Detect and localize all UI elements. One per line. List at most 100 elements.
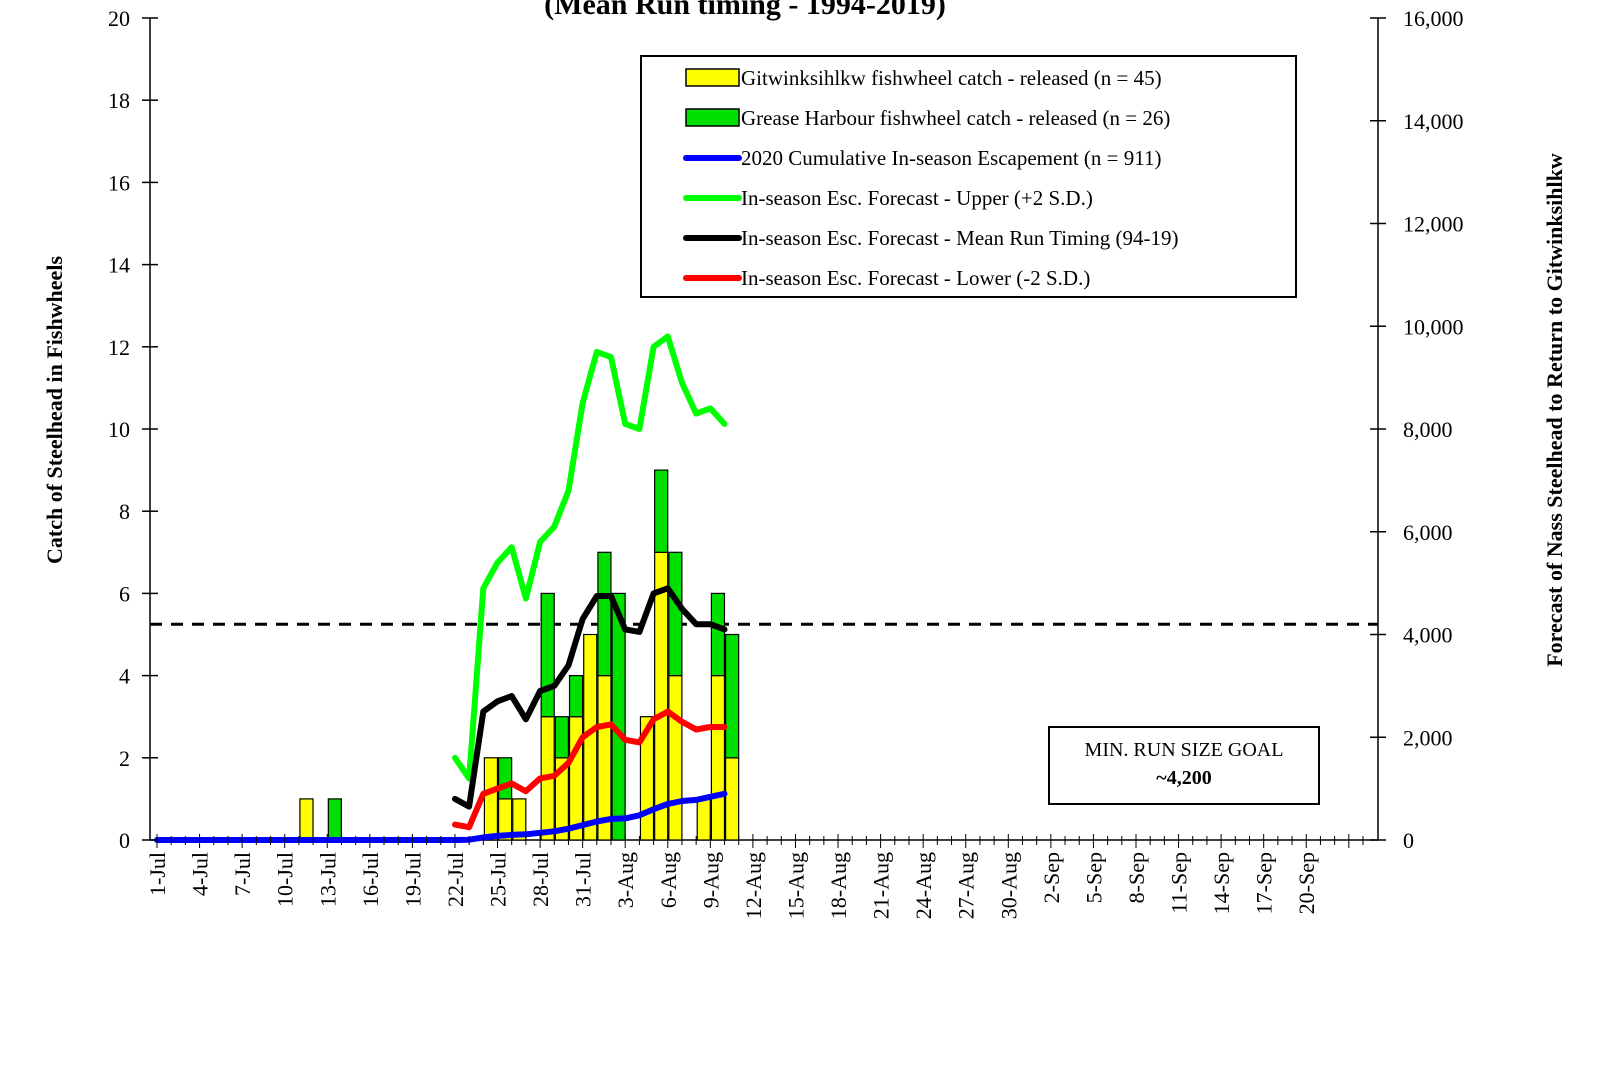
legend-item: 2020 Cumulative In-season Escapement (n … (683, 146, 1161, 170)
x-axis-ticks: 1-Jul 4-Jul 7-Jul 10-Jul 13-Jul 16-Jul 19-Jul 2… (145, 834, 1364, 919)
right-tick-label: 0 (1403, 828, 1414, 853)
left-tick-label: 6 (119, 581, 130, 606)
right-tick-label: 6,000 (1403, 520, 1453, 545)
chart-title: (Mean Run timing - 1994-2019) (544, 0, 946, 21)
legend-item: In-season Esc. Forecast - Lower (-2 S.D.… (683, 266, 1090, 290)
x-tick-label: 25-Jul (486, 852, 511, 907)
goal-box-frame (1048, 726, 1320, 805)
left-tick-label: 10 (108, 417, 130, 442)
right-tick-label: 16,000 (1403, 6, 1464, 31)
bar-grease-harbour (540, 592, 555, 718)
goal-box-line2: ~4,200 (1156, 767, 1211, 789)
legend-item: Gitwinksihlkw fishwheel catch - released… (685, 66, 1162, 90)
bar-gitwinksihlkw (512, 798, 527, 841)
left-tick-label: 20 (108, 6, 130, 31)
legend-item: Grease Harbour fishwheel catch - release… (685, 106, 1170, 130)
left-axis-title: Catch of Steelhead in Fishwheels (42, 256, 67, 564)
bar-gitwinksihlkw (696, 798, 711, 841)
left-axis-ticks: 0 2 4 6 8 10 12 14 16 18 20 (108, 6, 158, 853)
x-tick-label: 11-Sep (1167, 852, 1192, 914)
x-tick-label: 5-Sep (1081, 852, 1106, 903)
goal-box: MIN. RUN SIZE GOAL ~4,200 (1048, 726, 1320, 805)
x-tick-label: 10-Jul (273, 852, 298, 907)
x-tick-label: 6-Aug (656, 852, 681, 908)
right-tick-label: 14,000 (1403, 109, 1464, 134)
bar-grease-harbour (654, 469, 669, 553)
x-tick-label: 21-Aug (869, 852, 894, 919)
x-tick-label: 9-Aug (698, 852, 723, 908)
legend: Gitwinksihlkw fishwheel catch - released… (640, 55, 1297, 298)
bar-gitwinksihlkw (597, 674, 612, 841)
left-tick-label: 8 (119, 499, 130, 524)
series-mean (452, 585, 728, 810)
legend-label: Grease Harbour fishwheel catch - release… (741, 106, 1170, 130)
bar-grease-harbour (611, 592, 626, 841)
right-tick-label: 12,000 (1403, 212, 1464, 237)
bars (299, 469, 740, 841)
x-tick-label: 8-Sep (1124, 852, 1149, 903)
x-tick-label: 22-Jul (443, 852, 468, 907)
x-tick-label: 7-Jul (230, 852, 255, 896)
legend-frame (640, 55, 1297, 298)
right-tick-label: 10,000 (1403, 314, 1464, 339)
right-axis-ticks: 0 2,000 4,000 6,000 8,000 10,000 12,000 14,000 1… (1370, 6, 1464, 853)
legend-label: 2020 Cumulative In-season Escapement (n … (741, 146, 1161, 170)
left-tick-label: 18 (108, 88, 130, 113)
bar-grease-harbour (497, 757, 513, 800)
legend-label: In-season Esc. Forecast - Lower (-2 S.D.… (741, 266, 1090, 290)
x-tick-label: 3-Aug (613, 852, 638, 908)
left-tick-label: 4 (119, 664, 130, 689)
legend-label: Gitwinksihlkw fishwheel catch - released… (741, 66, 1162, 90)
bar-gitwinksihlkw (710, 674, 726, 841)
series-cumulative (154, 790, 728, 843)
left-tick-label: 0 (119, 828, 130, 853)
x-tick-label: 27-Aug (954, 852, 979, 919)
legend-label: In-season Esc. Forecast - Upper (+2 S.D.… (741, 186, 1093, 210)
x-tick-label: 16-Jul (358, 852, 383, 907)
x-tick-label: 17-Sep (1252, 852, 1277, 914)
x-tick-label: 12-Aug (741, 852, 766, 919)
legend-item: In-season Esc. Forecast - Upper (+2 S.D.… (683, 186, 1093, 210)
series-upper (452, 333, 728, 782)
bar-grease-harbour (710, 592, 726, 677)
bar-gitwinksihlkw (668, 674, 683, 841)
bar-gitwinksihlkw (299, 798, 314, 841)
x-tick-label: 15-Aug (783, 852, 808, 919)
bar-gitwinksihlkw (483, 757, 499, 841)
x-tick-label: 4-Jul (188, 852, 213, 896)
x-tick-label: 30-Aug (996, 852, 1021, 919)
legend-item: In-season Esc. Forecast - Mean Run Timin… (683, 226, 1178, 250)
bar-grease-harbour (724, 633, 740, 759)
x-tick-label: 14-Sep (1209, 852, 1234, 914)
right-axis-title: Forecast of Nass Steelhead to Return to … (1542, 153, 1567, 667)
x-tick-label: 18-Aug (826, 852, 851, 919)
legend-label: In-season Esc. Forecast - Mean Run Timin… (741, 226, 1178, 250)
bar-grease-harbour (568, 674, 584, 718)
left-tick-label: 14 (108, 253, 130, 278)
x-tick-label: 28-Jul (528, 852, 553, 907)
x-tick-label: 20-Sep (1294, 852, 1319, 914)
legend-swatch (685, 68, 740, 87)
right-tick-label: 8,000 (1403, 417, 1453, 442)
goal-box-line1: MIN. RUN SIZE GOAL (1085, 739, 1284, 761)
bar-gitwinksihlkw (724, 757, 740, 841)
x-tick-label: 31-Jul (571, 852, 596, 907)
right-tick-label: 2,000 (1403, 725, 1453, 750)
x-tick-label: 1-Jul (145, 852, 170, 896)
left-tick-label: 12 (108, 335, 130, 360)
x-tick-label: 19-Jul (400, 852, 425, 907)
bar-grease-harbour (327, 798, 342, 841)
legend-swatch (685, 108, 740, 127)
bar-grease-harbour (554, 716, 569, 759)
plot-area (149, 18, 1379, 843)
bar-grease-harbour (668, 551, 683, 677)
series-lower (452, 708, 728, 831)
x-tick-label: 24-Aug (911, 852, 936, 919)
left-tick-label: 16 (108, 170, 130, 195)
right-tick-label: 4,000 (1403, 623, 1453, 648)
x-tick-label: 2-Sep (1039, 852, 1064, 903)
bar-grease-harbour (597, 551, 612, 677)
x-tick-label: 13-Jul (315, 852, 340, 907)
left-tick-label: 2 (119, 746, 130, 771)
